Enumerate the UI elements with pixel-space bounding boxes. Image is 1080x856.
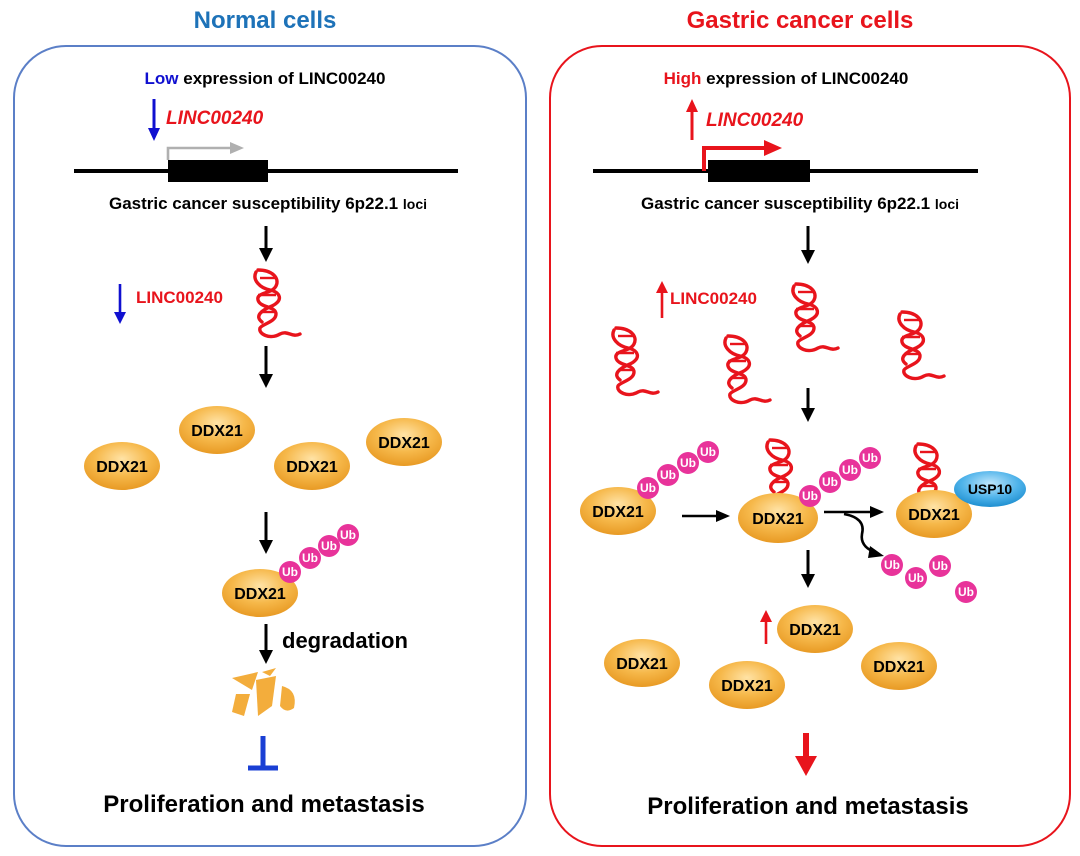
right-arrow-1 (801, 226, 815, 264)
right-ub-protein-left: DDX21 (580, 487, 656, 535)
right-rna-strand-2 (611, 326, 660, 397)
left-inhibition-icon (248, 736, 278, 771)
svg-text:DDX21: DDX21 (752, 511, 804, 528)
left-ub-protein: DDX21 (222, 569, 298, 617)
left-protein-3: DDX21 (274, 442, 350, 490)
svg-text:DDX21: DDX21 (191, 423, 243, 440)
left-rna-strand (253, 268, 302, 339)
left-gene-down-arrow (148, 99, 160, 141)
svg-text:DDX21: DDX21 (616, 656, 668, 673)
right-locus-main: Gastric cancer susceptibility 6p22.1 (641, 194, 935, 213)
left-gene-label: LINC00240 (166, 108, 264, 129)
left-locus-suffix: loci (403, 196, 427, 212)
left-locus-caption: Gastric cancer susceptibility 6p22.1 loc… (109, 194, 427, 213)
right-expression-level: High (664, 69, 702, 88)
left-arrow-2 (259, 346, 273, 388)
left-rna-label: LINC00240 (136, 288, 223, 307)
svg-text:Ub: Ub (884, 558, 900, 572)
left-protein-4: DDX21 (366, 418, 442, 466)
left-arrow-4 (259, 624, 273, 664)
right-arrow-to-usp (824, 506, 884, 518)
right-expression-heading: High expression of LINC00240 (664, 69, 909, 88)
right-panel-title: Gastric cancer cells (687, 7, 914, 34)
svg-text:Ub: Ub (282, 565, 298, 579)
left-expression-heading: Low expression of LINC00240 (145, 69, 386, 88)
svg-text:Ub: Ub (321, 539, 337, 553)
degraded-protein-icon (232, 668, 295, 716)
svg-text:Ub: Ub (932, 559, 948, 573)
left-degradation-label: degradation (282, 628, 408, 653)
svg-text:Ub: Ub (958, 585, 974, 599)
right-gene-locus (593, 140, 978, 182)
right-arrow-2 (801, 388, 815, 422)
left-outcome: Proliferation and metastasis (103, 791, 424, 818)
svg-text:Ub: Ub (842, 463, 858, 477)
svg-text:Ub: Ub (802, 489, 818, 503)
svg-text:Ub: Ub (302, 551, 318, 565)
svg-text:Ub: Ub (340, 528, 356, 542)
right-outcome: Proliferation and metastasis (647, 793, 968, 820)
svg-text:USP10: USP10 (968, 481, 1013, 497)
right-arrow-to-center (682, 510, 730, 522)
left-arrow-3 (259, 512, 273, 554)
left-expression-level: Low (145, 69, 180, 88)
right-rna-strand-1 (791, 282, 840, 353)
right-ub-chain-left: Ub Ub Ub Ub (637, 441, 719, 499)
left-locus-main: Gastric cancer susceptibility 6p22.1 (109, 194, 403, 213)
left-ub-chain: Ub Ub Ub Ub (279, 524, 359, 583)
right-usp-protein: DDX21 (896, 490, 972, 538)
svg-text:DDX21: DDX21 (908, 507, 960, 524)
left-rna-down-arrow (114, 284, 126, 324)
svg-text:DDX21: DDX21 (286, 459, 338, 476)
right-protein-up-arrow (760, 610, 772, 644)
svg-text:DDX21: DDX21 (721, 678, 773, 695)
right-protein-bottom-2: DDX21 (604, 639, 680, 687)
right-rna-strand-4 (897, 310, 946, 381)
right-locus-suffix: loci (935, 196, 959, 212)
right-protein-bottom-4: DDX21 (861, 642, 937, 690)
svg-text:DDX21: DDX21 (96, 459, 148, 476)
left-gene-locus (74, 142, 458, 182)
svg-text:Ub: Ub (660, 468, 676, 482)
right-panel-frame (549, 45, 1071, 847)
right-rna-label: LINC00240 (670, 289, 757, 308)
svg-text:DDX21: DDX21 (789, 622, 841, 639)
left-protein-2: DDX21 (84, 442, 160, 490)
right-gene-up-arrow (686, 99, 698, 140)
right-free-ubiquitins: Ub Ub Ub Ub (881, 554, 977, 603)
svg-text:Ub: Ub (680, 456, 696, 470)
svg-text:Ub: Ub (862, 451, 878, 465)
right-rna-up-arrow (656, 281, 668, 318)
svg-text:Ub: Ub (640, 481, 656, 495)
right-locus-caption: Gastric cancer susceptibility 6p22.1 loc… (641, 194, 959, 213)
svg-text:DDX21: DDX21 (234, 586, 286, 603)
right-promotion-arrow (795, 733, 817, 776)
right-rna-strand-3 (723, 334, 772, 405)
right-ub-chain-center: Ub Ub Ub Ub (799, 447, 881, 507)
right-arrow-release-ub (843, 512, 884, 558)
left-panel-frame (13, 45, 527, 847)
svg-text:Ub: Ub (700, 445, 716, 459)
left-expression-rest: expression of LINC00240 (179, 69, 386, 88)
left-protein-1: DDX21 (179, 406, 255, 454)
right-protein-bottom-3: DDX21 (709, 661, 785, 709)
right-protein-bottom-1: DDX21 (777, 605, 853, 653)
svg-text:DDX21: DDX21 (592, 504, 644, 521)
svg-text:DDX21: DDX21 (873, 659, 925, 676)
svg-text:Ub: Ub (822, 475, 838, 489)
left-panel-title: Normal cells (194, 7, 337, 34)
usp10-enzyme: USP10 (954, 471, 1026, 507)
svg-text:DDX21: DDX21 (378, 435, 430, 452)
right-arrow-3 (801, 550, 815, 588)
right-gene-label: LINC00240 (706, 110, 804, 131)
left-arrow-1 (259, 226, 273, 262)
right-center-protein: DDX21 (738, 493, 818, 543)
right-expression-rest: expression of LINC00240 (701, 69, 908, 88)
svg-text:Ub: Ub (908, 571, 924, 585)
